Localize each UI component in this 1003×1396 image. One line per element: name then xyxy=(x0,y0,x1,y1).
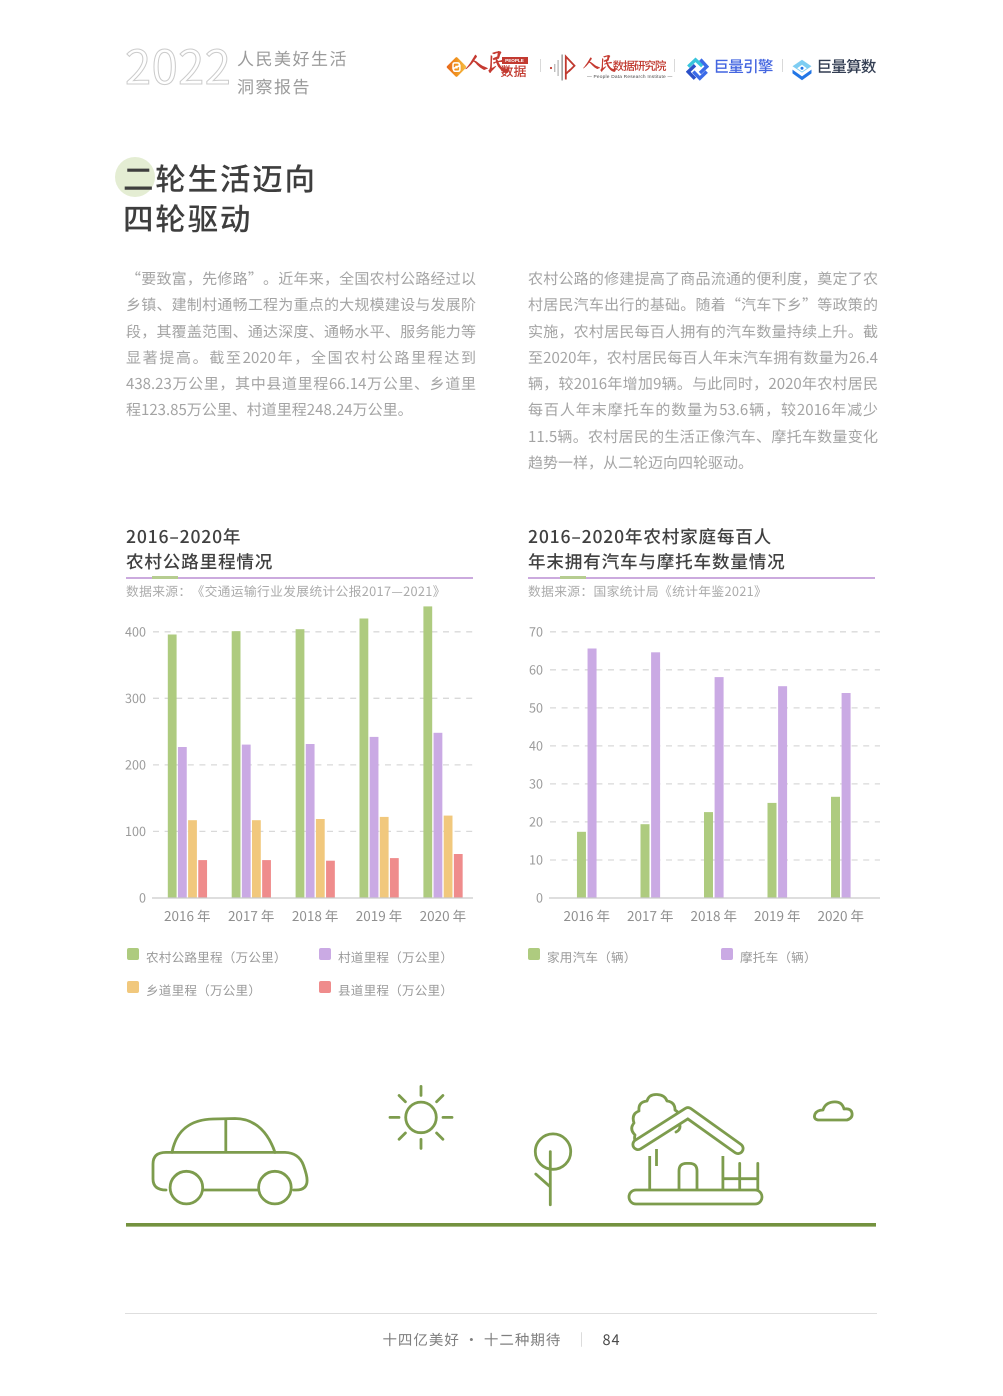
svg-text:2017 年: 2017 年 xyxy=(228,905,275,925)
svg-text:100: 100 xyxy=(125,821,146,840)
svg-text:2016 年: 2016 年 xyxy=(164,905,211,925)
svg-text:50: 50 xyxy=(529,697,543,716)
svg-text:2019 年: 2019 年 xyxy=(356,905,403,925)
svg-text:2020 年: 2020 年 xyxy=(818,905,865,925)
svg-text:400: 400 xyxy=(125,621,146,640)
svg-text:40: 40 xyxy=(529,735,543,754)
svg-text:2017 年: 2017 年 xyxy=(627,905,674,925)
svg-text:2019 年: 2019 年 xyxy=(754,905,801,925)
svg-text:70: 70 xyxy=(529,621,543,640)
svg-text:2016 年: 2016 年 xyxy=(564,905,611,925)
svg-text:60: 60 xyxy=(529,659,543,678)
svg-text:0: 0 xyxy=(139,888,146,907)
svg-text:20: 20 xyxy=(529,811,543,830)
svg-text:10: 10 xyxy=(529,850,543,869)
svg-text:2018 年: 2018 年 xyxy=(691,905,738,925)
svg-text:2020 年: 2020 年 xyxy=(420,905,467,925)
svg-text:200: 200 xyxy=(125,754,146,773)
svg-text:0: 0 xyxy=(536,888,543,907)
svg-text:300: 300 xyxy=(125,688,146,707)
svg-text:30: 30 xyxy=(529,773,543,792)
svg-text:2018 年: 2018 年 xyxy=(292,905,339,925)
